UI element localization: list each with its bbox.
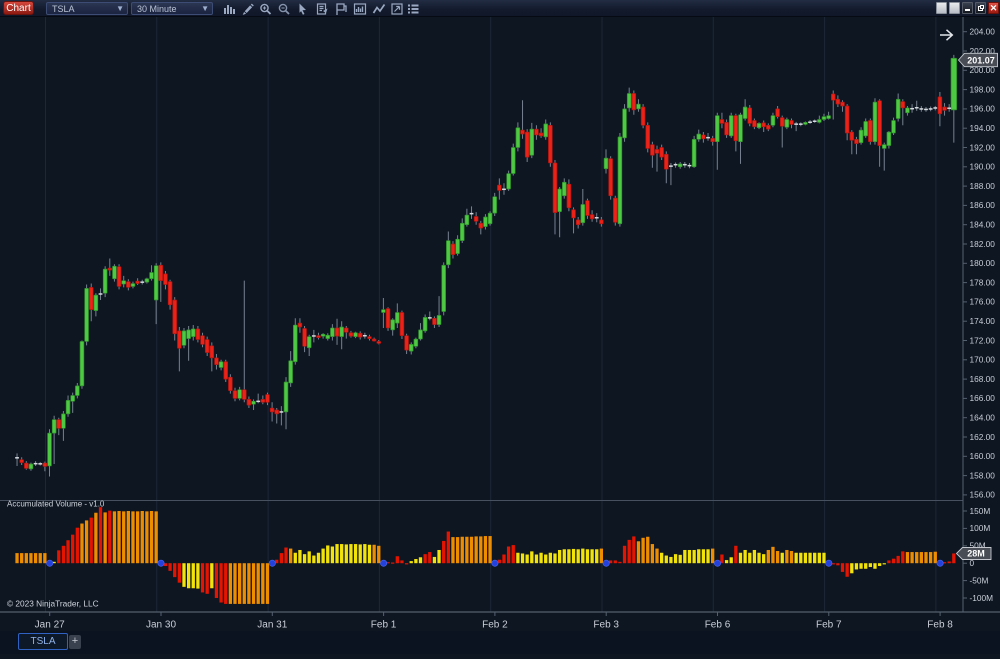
svg-text:0: 0 (970, 558, 975, 568)
svg-text:Feb 8: Feb 8 (927, 620, 953, 631)
svg-text:176.00: 176.00 (970, 297, 996, 307)
svg-text:172.00: 172.00 (970, 335, 996, 345)
svg-text:184.00: 184.00 (970, 220, 996, 230)
svg-text:Feb 6: Feb 6 (705, 620, 731, 631)
svg-text:-50M: -50M (970, 575, 989, 585)
svg-text:194.00: 194.00 (970, 123, 996, 133)
svg-text:156.00: 156.00 (970, 490, 996, 500)
svg-text:Feb 1: Feb 1 (371, 620, 397, 631)
svg-text:202.00: 202.00 (970, 46, 996, 56)
svg-text:200.00: 200.00 (970, 65, 996, 75)
svg-text:© 2023 NinjaTrader, LLC: © 2023 NinjaTrader, LLC (7, 599, 99, 609)
svg-text:100M: 100M (970, 523, 991, 533)
svg-text:178.00: 178.00 (970, 277, 996, 287)
svg-text:174.00: 174.00 (970, 316, 996, 326)
svg-text:162.00: 162.00 (970, 432, 996, 442)
svg-text:-100M: -100M (970, 593, 994, 603)
svg-text:50M: 50M (970, 541, 986, 551)
svg-text:158.00: 158.00 (970, 470, 996, 480)
svg-text:170.00: 170.00 (970, 355, 996, 365)
svg-text:160.00: 160.00 (970, 451, 996, 461)
svg-text:28M: 28M (967, 549, 985, 559)
svg-text:166.00: 166.00 (970, 393, 996, 403)
svg-text:201.07: 201.07 (967, 55, 995, 65)
svg-text:Accumulated Volume - v1.0: Accumulated Volume - v1.0 (7, 500, 105, 509)
svg-text:180.00: 180.00 (970, 258, 996, 268)
svg-text:192.00: 192.00 (970, 142, 996, 152)
svg-text:Feb 2: Feb 2 (482, 620, 508, 631)
svg-text:Feb 3: Feb 3 (593, 620, 619, 631)
svg-text:164.00: 164.00 (970, 413, 996, 423)
svg-text:186.00: 186.00 (970, 200, 996, 210)
svg-text:204.00: 204.00 (970, 27, 996, 37)
svg-text:Jan 31: Jan 31 (257, 620, 287, 631)
svg-text:196.00: 196.00 (970, 104, 996, 114)
svg-text:188.00: 188.00 (970, 181, 996, 191)
svg-text:182.00: 182.00 (970, 239, 996, 249)
svg-text:Feb 7: Feb 7 (816, 620, 842, 631)
svg-text:168.00: 168.00 (970, 374, 996, 384)
svg-text:190.00: 190.00 (970, 162, 996, 172)
svg-text:Jan 30: Jan 30 (146, 620, 176, 631)
svg-text:198.00: 198.00 (970, 84, 996, 94)
svg-text:150M: 150M (970, 506, 991, 516)
svg-text:Jan 27: Jan 27 (35, 620, 65, 631)
